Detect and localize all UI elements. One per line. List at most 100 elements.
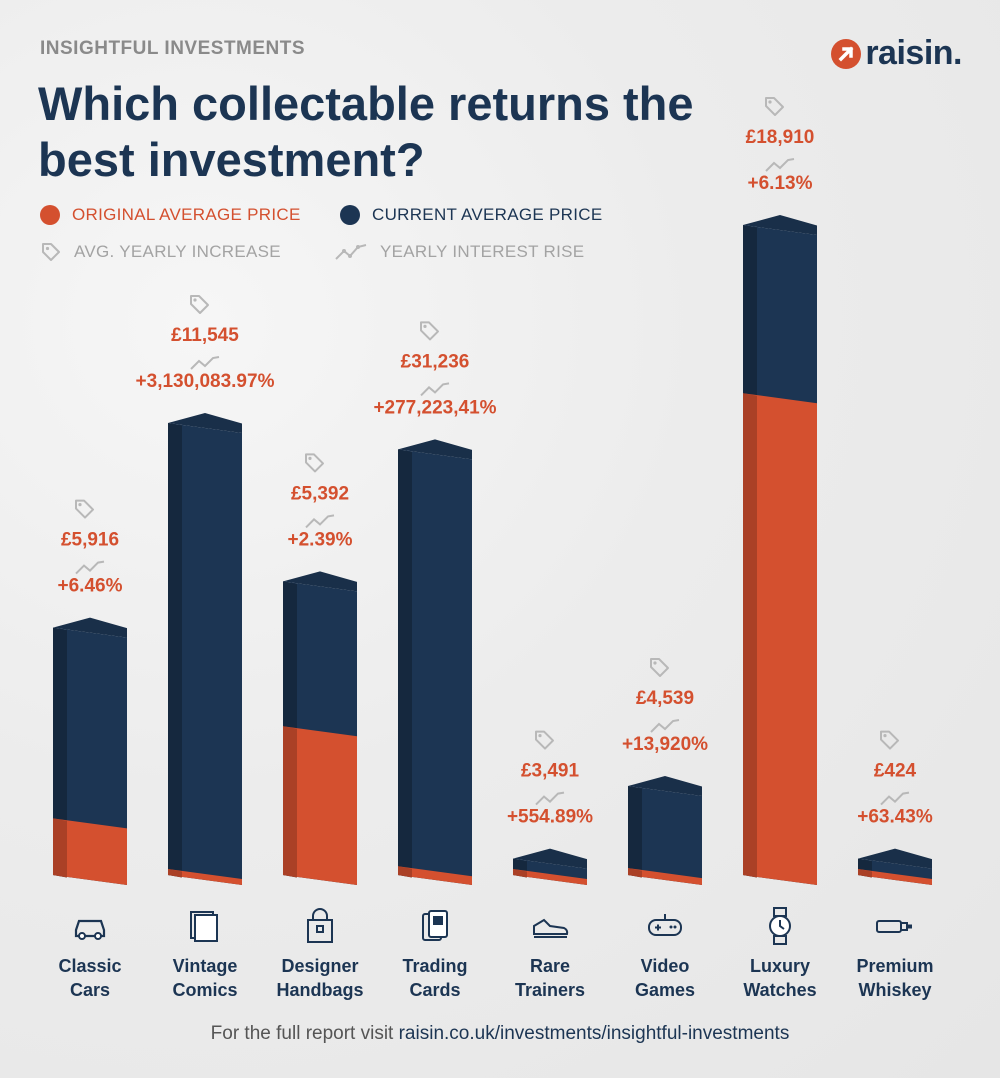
avg-increase-label: £4,539 <box>636 688 694 709</box>
original-price-bar <box>168 869 242 885</box>
legend-original-label: ORIGINAL AVERAGE PRICE <box>72 205 301 224</box>
bar-group <box>858 848 932 885</box>
arrow-badge-icon <box>831 38 862 69</box>
category-label-line: Trading <box>402 956 468 976</box>
whiskey-bottle-icon <box>875 906 915 946</box>
legend-avg-increase: AVG. YEARLY INCREASE <box>40 241 281 263</box>
original-side-face <box>398 866 412 878</box>
legend-interest-rise-label: YEARLY INTEREST RISE <box>380 242 585 261</box>
original-price-bar <box>283 726 357 885</box>
trend-line-icon <box>190 356 220 370</box>
current-price-bar <box>168 423 242 885</box>
trend-line-icon <box>75 560 105 575</box>
avg-increase-label: £3,491 <box>521 761 580 782</box>
handbag-icon <box>300 906 340 946</box>
current-price-bar <box>53 627 127 885</box>
price-tag-icon <box>650 658 669 677</box>
footer-prefix: For the full report visit <box>210 1023 394 1044</box>
price-tag-icon <box>305 453 324 473</box>
price-tag-icon <box>75 499 94 519</box>
kicker: INSIGHTFUL INVESTMENTS <box>40 38 306 59</box>
original-side-face <box>283 726 297 878</box>
category-label: Trading Cards <box>375 954 495 1002</box>
trainer-icon <box>530 906 570 946</box>
bar-group <box>513 848 587 885</box>
category-label-line: Cars <box>69 980 111 1000</box>
avg-increase-label: £18,910 <box>746 127 815 148</box>
original-price-bar <box>398 866 472 885</box>
bar-top-cap <box>628 776 702 796</box>
price-tag-icon <box>190 295 209 314</box>
category-label-line: Video <box>640 956 690 976</box>
avg-increase-label: £31,236 <box>401 351 470 372</box>
original-price-bar <box>628 868 702 885</box>
price-tag-icon <box>880 730 899 750</box>
bar-group <box>283 571 357 885</box>
original-dot-icon <box>40 205 60 225</box>
avg-increase-label: £11,545 <box>171 325 239 346</box>
category-label-line: Watches <box>743 980 817 1000</box>
bar-top-cap <box>283 571 357 592</box>
gamepad-icon <box>645 906 685 946</box>
original-side-face <box>743 393 757 878</box>
bar-top-cap <box>513 848 587 869</box>
interest-rise-label: +2.39% <box>288 529 353 550</box>
price-tag-icon <box>40 241 62 263</box>
category-label-line: Premium <box>856 956 934 976</box>
category-label: Premium Whiskey <box>835 954 955 1002</box>
current-price-bar <box>398 449 472 885</box>
bar-top-cap <box>398 439 472 460</box>
bar-group <box>168 413 242 885</box>
bar-group <box>398 439 472 885</box>
interest-rise-label: +277,223,41% <box>373 397 496 418</box>
trading-cards-icon <box>415 906 455 946</box>
category-label: Rare Trainers <box>490 954 610 1002</box>
avg-increase-label: £5,916 <box>61 530 119 551</box>
trend-line-icon <box>535 791 565 806</box>
legend-avg-increase-label: AVG. YEARLY INCREASE <box>74 242 281 261</box>
bar-top-cap <box>53 617 127 638</box>
category-label: Luxury Watches <box>720 954 840 1002</box>
report-link[interactable]: raisin.co.uk/investments/insightful-inve… <box>398 1023 790 1044</box>
interest-rise-label: +6.13% <box>748 173 813 194</box>
interest-rise-label: +13,920% <box>622 734 708 755</box>
car-icon <box>70 906 110 946</box>
legend-original: ORIGINAL AVERAGE PRICE <box>40 205 301 225</box>
interest-rise-label: +63.43% <box>857 807 933 828</box>
avg-increase-label: £424 <box>874 761 917 782</box>
bar-side-face <box>398 449 412 878</box>
bar-side-face <box>168 423 182 878</box>
category-label-line: Luxury <box>749 956 810 976</box>
avg-increase-label: £5,392 <box>291 483 349 504</box>
price-tag-icon <box>765 97 784 116</box>
original-side-face <box>53 818 67 878</box>
bar-group <box>743 215 817 885</box>
trend-line-icon <box>650 719 680 733</box>
category-label: Vintage Comics <box>145 954 265 1002</box>
category-label: Video Games <box>605 954 725 1002</box>
trend-line-icon <box>420 382 450 397</box>
category-label-line: Vintage <box>172 956 238 976</box>
category-label-line: Comics <box>172 980 238 1000</box>
category-label-line: Classic <box>58 956 122 976</box>
bar-top-cap <box>858 848 932 869</box>
footer: For the full report visit raisin.co.uk/i… <box>0 1023 1000 1045</box>
bar-side-face <box>53 627 67 878</box>
trend-line-icon <box>334 241 368 263</box>
raisin-logo[interactable]: raisin. <box>831 34 962 73</box>
trend-line-icon <box>305 514 335 529</box>
price-tag-icon <box>535 730 554 750</box>
category-label-line: Cards <box>409 980 461 1000</box>
category-label: Designer Handbags <box>260 954 380 1002</box>
category-label-line: Whiskey <box>858 980 932 1000</box>
original-price-bar <box>513 869 587 885</box>
trend-line-icon <box>765 158 795 172</box>
interest-rise-label: +554.89% <box>507 807 593 828</box>
page-title: Which collectable returns the best inves… <box>38 77 694 186</box>
category-label-line: Games <box>634 980 696 1000</box>
current-dot-icon <box>340 205 360 225</box>
original-side-face <box>168 869 182 878</box>
trend-line-icon <box>880 791 910 806</box>
category-label: Classic Cars <box>30 954 150 1002</box>
